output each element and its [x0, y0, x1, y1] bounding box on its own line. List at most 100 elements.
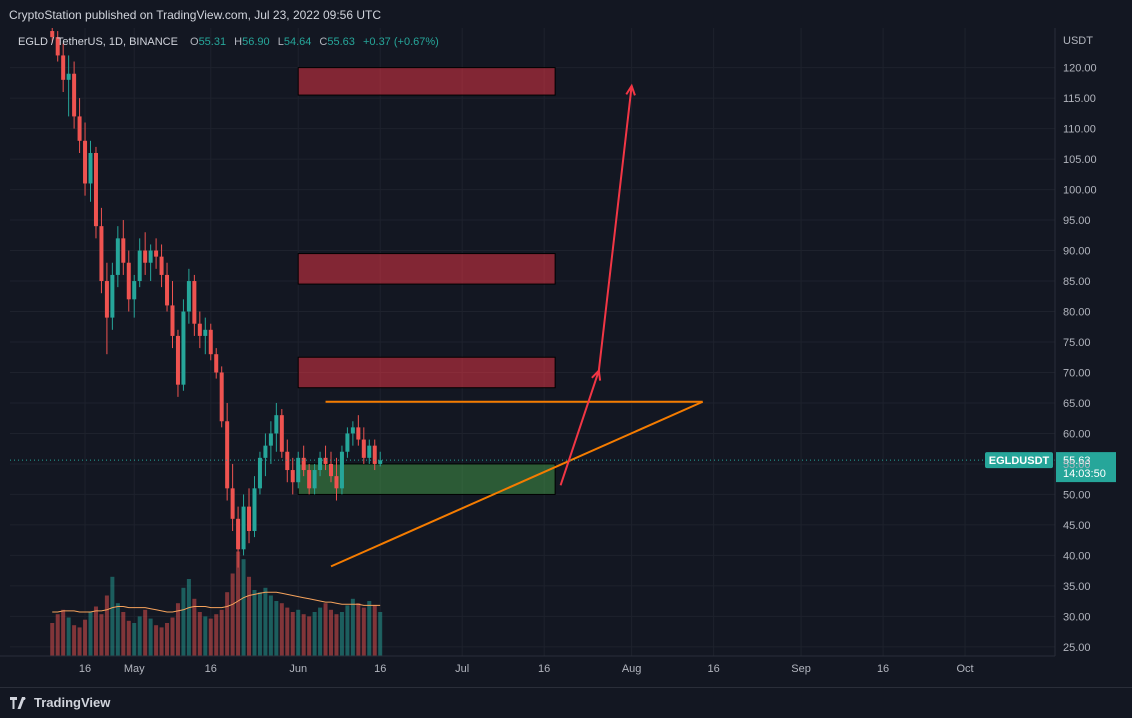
symbol-tag: [985, 452, 1053, 469]
volume-bar-4: [72, 625, 77, 656]
candle-body-36: [247, 506, 252, 532]
y-tick-label-0: 120.00: [1063, 63, 1097, 75]
candle-0: [50, 24, 55, 44]
legend-high-label: H: [234, 36, 242, 48]
volume-bar-48: [312, 612, 317, 656]
footer: TradingView: [0, 687, 1132, 718]
volume-bar-17: [143, 609, 148, 656]
candle-2: [61, 43, 66, 93]
candle-body-30: [214, 354, 219, 373]
volume-bar-29: [208, 618, 213, 656]
volume-bar-1: [55, 614, 60, 656]
zone-resistance-0: [297, 67, 556, 96]
volume-bar-35: [241, 559, 246, 656]
zones: [297, 67, 556, 495]
candle-40: [268, 421, 273, 464]
volume-bar-24: [181, 587, 186, 656]
y-tick-label-8: 80.00: [1063, 307, 1091, 319]
candle-body-6: [83, 140, 88, 184]
y-tick-label-4: 100.00: [1063, 185, 1097, 197]
candle-25: [186, 268, 191, 324]
y-axis[interactable]: USDT 120.00 115.00 110.00 105.00 100.00 95.00 9…: [1054, 28, 1097, 656]
x-tick-label-4: 16: [374, 663, 386, 675]
volume-bars: [50, 551, 383, 656]
tradingview-logo[interactable]: TradingView: [10, 695, 110, 710]
candle-body-56: [356, 427, 361, 440]
legend-change: +0.37 (+0.67%): [363, 36, 439, 48]
candle-26: [192, 274, 197, 336]
projection-arrowhead-2: [625, 83, 636, 96]
candle-7: [88, 140, 93, 202]
candle-body-14: [126, 262, 131, 300]
volume-bar-42: [279, 603, 284, 656]
candle-body-25: [186, 281, 191, 312]
tradingview-logo-icon: [10, 696, 26, 709]
candle-body-34: [236, 518, 241, 550]
candle-body-58: [367, 445, 372, 458]
candle-55: [350, 421, 355, 446]
candle-14: [126, 250, 131, 312]
candle-body-23: [175, 335, 180, 385]
volume-bar-5: [77, 627, 82, 656]
candle-body-18: [148, 250, 153, 263]
candle-31: [219, 366, 224, 428]
volume-bar-39: [263, 587, 268, 656]
candle-body-50: [323, 457, 328, 464]
legend-low-label: L: [278, 36, 284, 48]
candle-body-8: [93, 152, 98, 227]
candle-body-59: [372, 445, 377, 464]
candle-body-33: [230, 488, 235, 519]
volume-bar-56: [356, 603, 361, 656]
volume-bar-40: [268, 595, 273, 656]
tradingview-brand: TradingView: [34, 695, 111, 710]
candle-19: [154, 238, 159, 269]
candle-body-35: [241, 506, 246, 550]
candle-46: [301, 445, 306, 477]
candle-body-45: [296, 457, 301, 483]
volume-bar-9: [99, 614, 104, 656]
candle-28: [203, 317, 208, 355]
candle-13: [121, 220, 126, 275]
legend-close-value: 55.63: [327, 36, 355, 48]
candle-42: [279, 409, 284, 458]
volume-bar-31: [219, 609, 224, 656]
y-tick-label-10: 70.00: [1063, 367, 1091, 379]
candle-body-19: [154, 250, 159, 257]
candles: [50, 24, 383, 568]
candle-body-11: [110, 274, 115, 318]
candle-45: [296, 451, 301, 489]
volume-bar-53: [339, 612, 344, 656]
legend-high-value: 56.90: [242, 36, 270, 48]
volume-bar-46: [301, 614, 306, 656]
volume-bar-57: [361, 607, 366, 656]
trendline-ascending: [330, 400, 704, 568]
candle-body-7: [88, 152, 93, 184]
candle-body-55: [350, 427, 355, 434]
candle-body-0: [50, 31, 55, 38]
candle-53: [339, 445, 344, 495]
chart-area[interactable]: EGLDUSDT 55.63 14:03:50 USDT 120.00 115.00 11…: [0, 24, 1132, 687]
volume-ma-line: [52, 591, 381, 613]
volume-bar-44: [290, 612, 295, 656]
volume-bar-21: [165, 623, 170, 656]
candle-4: [72, 61, 77, 129]
y-tick-label-5: 95.00: [1063, 215, 1091, 227]
y-tick-label-1: 115.00: [1063, 93, 1096, 105]
y-tick-label-14: 50.00: [1063, 489, 1091, 501]
x-tick-label-5: Jul: [455, 663, 469, 675]
volume-bar-14: [126, 620, 131, 656]
volume-bar-38: [257, 592, 262, 656]
candle-43: [285, 439, 290, 483]
candle-41: [274, 402, 279, 452]
x-axis[interactable]: 16 May 16 Jun 16 Jul 16 Aug 16 Sep 16 Oct: [0, 655, 1055, 675]
y-tick-label-11: 65.00: [1063, 398, 1091, 410]
volume-bar-41: [274, 601, 279, 656]
candle-body-53: [339, 451, 344, 489]
publisher-bar: CryptoStation published on TradingView.c…: [0, 0, 1132, 28]
candle-20: [159, 244, 164, 288]
legend-ohlc: O55.31 H56.90 L54.64 C55.63 +0.37 (+0.67…: [190, 36, 439, 48]
candle-body-42: [279, 415, 284, 452]
x-tick-label-3: Jun: [289, 663, 307, 675]
price-label: [1056, 452, 1116, 483]
